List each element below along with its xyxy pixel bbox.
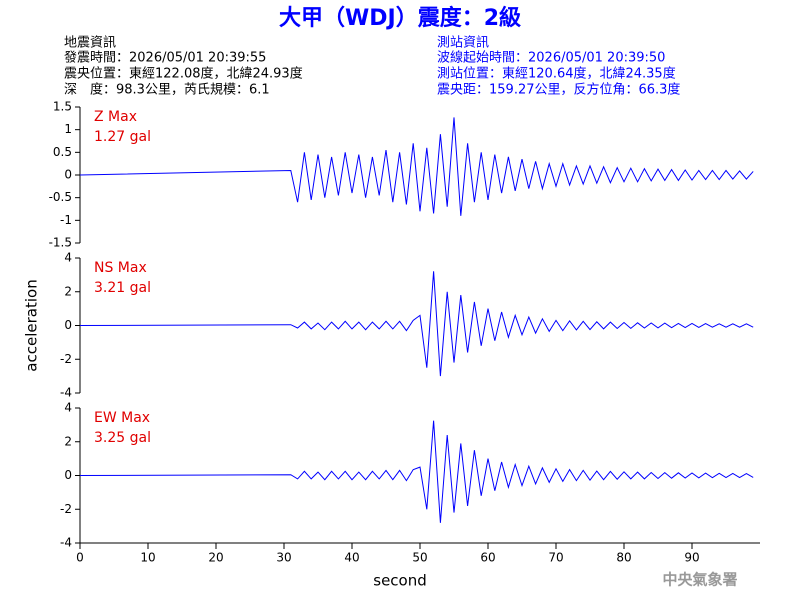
info-left: 地震資訊 — [64, 36, 116, 51]
y-tick-label: 2 — [64, 284, 72, 298]
waveform — [79, 420, 754, 523]
panel-label: Z Max — [94, 109, 137, 125]
y-tick-label: 4 — [64, 251, 72, 265]
x-tick-label: 40 — [344, 551, 359, 565]
y-tick-label: 1.5 — [53, 100, 72, 114]
waveform — [79, 271, 754, 377]
info-left: 發震時間：2026/05/01 20:39:55 — [64, 51, 266, 66]
panel-max: 3.25 gal — [94, 430, 151, 446]
y-tick-label: 0 — [64, 468, 72, 482]
y-tick-label: 0 — [64, 168, 72, 182]
y-tick-label: 0 — [64, 318, 72, 332]
y-tick-label: 1 — [64, 122, 72, 136]
y-tick-label: -0.5 — [49, 190, 72, 204]
info-right: 波線起始時間：2026/05/01 20:39:50 — [437, 50, 665, 66]
watermark: 中央氣象署 — [662, 571, 737, 589]
panel-label: NS Max — [94, 260, 147, 276]
x-tick-label: 20 — [208, 551, 223, 565]
panel-label: EW Max — [94, 410, 150, 426]
x-tick-label: 50 — [412, 551, 427, 565]
x-tick-label: 60 — [480, 551, 495, 565]
y-tick-label: -1.5 — [49, 236, 72, 250]
info-right: 震央距：159.27公里，反方位角：66.3度 — [437, 82, 680, 98]
y-tick-label: 0.5 — [53, 145, 72, 159]
x-tick-label: 0 — [76, 551, 84, 565]
x-tick-label: 10 — [140, 551, 155, 565]
y-tick-label: 2 — [64, 434, 72, 448]
waveform — [79, 117, 754, 216]
y-tick-label: -1 — [60, 213, 72, 227]
y-tick-label: -4 — [60, 386, 72, 400]
x-axis-label: second — [373, 572, 427, 590]
info-right: 測站資訊 — [437, 36, 489, 51]
y-tick-label: -4 — [60, 536, 72, 550]
y-tick-label: -2 — [60, 352, 72, 366]
x-tick-label: 90 — [684, 551, 699, 565]
chart-title: 大甲（WDJ）震度：2級 — [279, 5, 521, 31]
info-left: 震央位置：東經122.08度，北緯24.93度 — [64, 66, 303, 82]
y-tick-label: 4 — [64, 401, 72, 415]
panel-max: 3.21 gal — [94, 280, 151, 296]
y-axis-label: acceleration — [23, 279, 41, 371]
info-right: 測站位置：東經120.64度，北緯24.35度 — [437, 66, 676, 82]
y-tick-label: -2 — [60, 502, 72, 516]
x-tick-label: 80 — [616, 551, 631, 565]
x-tick-label: 30 — [276, 551, 291, 565]
x-tick-label: 70 — [548, 551, 563, 565]
panel-max: 1.27 gal — [94, 129, 151, 145]
info-left: 深 度：98.3公里，芮氏規模：6.1 — [64, 82, 270, 98]
